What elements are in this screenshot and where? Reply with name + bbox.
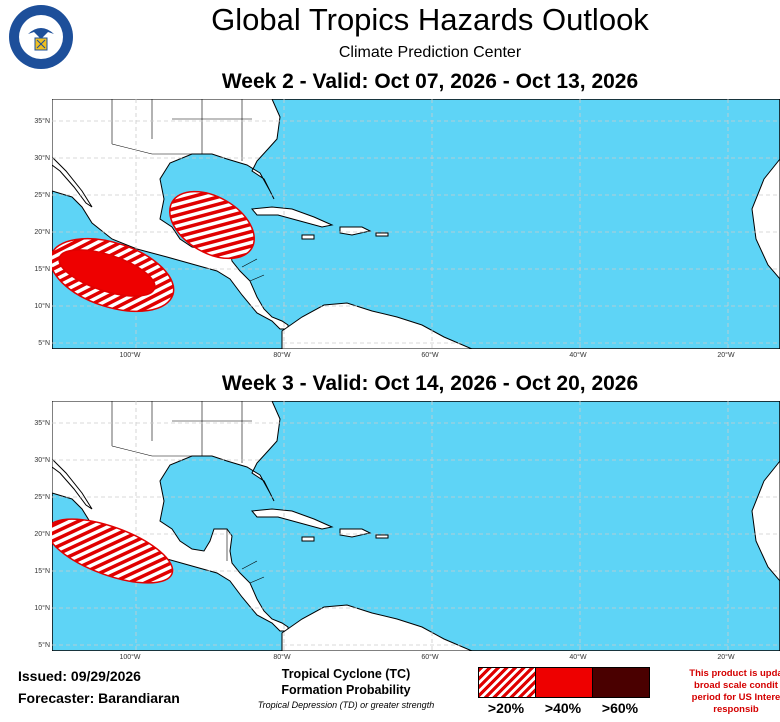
landmass bbox=[251, 508, 334, 530]
lat-label: 35°N bbox=[34, 118, 50, 125]
lon-label: 60°W bbox=[421, 654, 439, 661]
tc-legend-title: Tropical Cyclone (TC) Formation Probabil… bbox=[226, 666, 466, 711]
border-line bbox=[111, 99, 252, 161]
landmass bbox=[52, 458, 93, 510]
lat-label: 5°N bbox=[38, 642, 50, 649]
legend-label-20: >20% bbox=[487, 700, 525, 716]
lat-label: 20°N bbox=[34, 531, 50, 538]
landmass bbox=[251, 206, 334, 228]
lon-label: 60°W bbox=[421, 352, 439, 359]
lon-label: 20°W bbox=[717, 352, 735, 359]
landmass bbox=[375, 534, 389, 539]
lat-label: 15°N bbox=[34, 568, 50, 575]
tc-title-line1: Tropical Cyclone (TC) bbox=[281, 667, 411, 681]
issued-date: Issued: 09/29/2026 bbox=[18, 668, 141, 684]
commerce-seal-icon bbox=[8, 4, 74, 70]
disclaimer-line: responsib bbox=[713, 704, 759, 715]
lon-label: 80°W bbox=[273, 654, 291, 661]
lat-label: 15°N bbox=[34, 266, 50, 273]
lat-label: 25°N bbox=[34, 494, 50, 501]
landmass bbox=[52, 156, 93, 208]
hazard-area-20 bbox=[52, 518, 174, 584]
legend-label-60: >60% bbox=[601, 700, 639, 716]
legend-label-40: >40% bbox=[544, 700, 582, 716]
landmass bbox=[301, 536, 315, 542]
week3-map bbox=[52, 401, 780, 651]
lat-label: 30°N bbox=[34, 155, 50, 162]
tc-title-line2: Formation Probability bbox=[281, 683, 411, 697]
lat-label: 5°N bbox=[38, 340, 50, 347]
page-subtitle: Climate Prediction Center bbox=[338, 44, 522, 61]
lat-label: 20°N bbox=[34, 229, 50, 236]
lon-label: 80°W bbox=[273, 352, 291, 359]
lat-label: 35°N bbox=[34, 420, 50, 427]
landmass bbox=[751, 460, 780, 582]
landmass bbox=[751, 158, 780, 280]
map-canvas bbox=[52, 99, 780, 349]
lon-label: 40°W bbox=[569, 352, 587, 359]
landmass bbox=[281, 604, 473, 651]
forecaster-name: Forecaster: Barandiaran bbox=[18, 690, 180, 706]
landmass bbox=[281, 302, 473, 349]
week3-title: Week 3 - Valid: Oct 14, 2026 - Oct 20, 2… bbox=[221, 372, 639, 395]
legend-swatch-60 bbox=[592, 667, 650, 698]
disclaimer: This product is upda broad scale condit … bbox=[666, 668, 780, 716]
landmass bbox=[375, 232, 389, 237]
lat-label: 10°N bbox=[34, 605, 50, 612]
disclaimer-line: period for US Intere bbox=[691, 692, 780, 703]
legend-swatch-40 bbox=[535, 667, 593, 698]
lon-label: 100°W bbox=[119, 352, 141, 359]
disclaimer-line: This product is upda bbox=[689, 668, 780, 679]
disclaimer-line: broad scale condit bbox=[694, 680, 778, 691]
week2-title: Week 2 - Valid: Oct 07, 2026 - Oct 13, 2… bbox=[221, 70, 639, 93]
hazard-area-40 bbox=[58, 249, 156, 297]
lat-label: 25°N bbox=[34, 192, 50, 199]
landmass bbox=[301, 234, 315, 240]
lon-label: 100°W bbox=[119, 654, 141, 661]
lon-label: 40°W bbox=[569, 654, 587, 661]
page-title: Global Tropics Hazards Outlook bbox=[211, 2, 649, 37]
week2-map bbox=[52, 99, 780, 349]
lat-label: 10°N bbox=[34, 303, 50, 310]
tc-note: Tropical Depression (TD) or greater stre… bbox=[257, 700, 435, 710]
hazard-area-20 bbox=[169, 190, 255, 260]
lat-label: 30°N bbox=[34, 457, 50, 464]
map-canvas bbox=[52, 401, 780, 651]
border-line bbox=[111, 401, 252, 463]
lon-label: 20°W bbox=[717, 654, 735, 661]
legend-swatch-20 bbox=[478, 667, 536, 698]
